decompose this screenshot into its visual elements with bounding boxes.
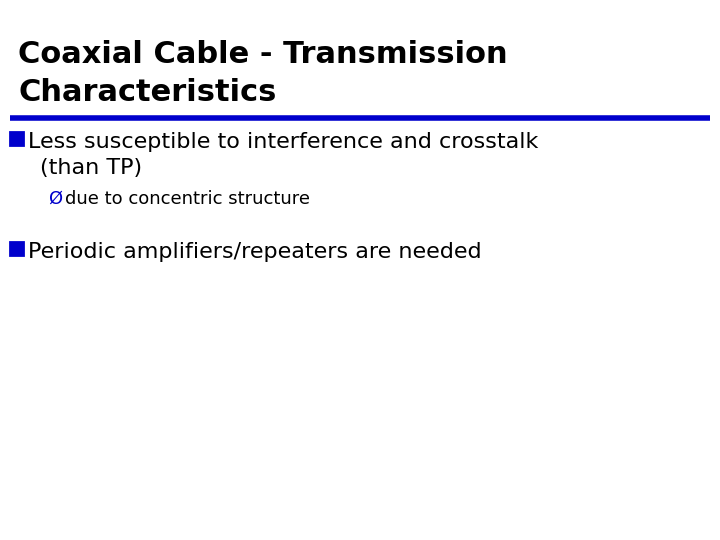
Text: Coaxial Cable - Transmission: Coaxial Cable - Transmission xyxy=(18,40,508,69)
Text: Less susceptible to interference and crosstalk: Less susceptible to interference and cro… xyxy=(28,132,539,152)
Text: (than TP): (than TP) xyxy=(40,158,142,178)
FancyBboxPatch shape xyxy=(10,132,23,145)
Text: Characteristics: Characteristics xyxy=(18,78,276,107)
FancyBboxPatch shape xyxy=(10,242,23,255)
Text: Ø: Ø xyxy=(48,190,62,208)
Text: Periodic amplifiers/repeaters are needed: Periodic amplifiers/repeaters are needed xyxy=(28,242,482,262)
Text: due to concentric structure: due to concentric structure xyxy=(65,190,310,208)
